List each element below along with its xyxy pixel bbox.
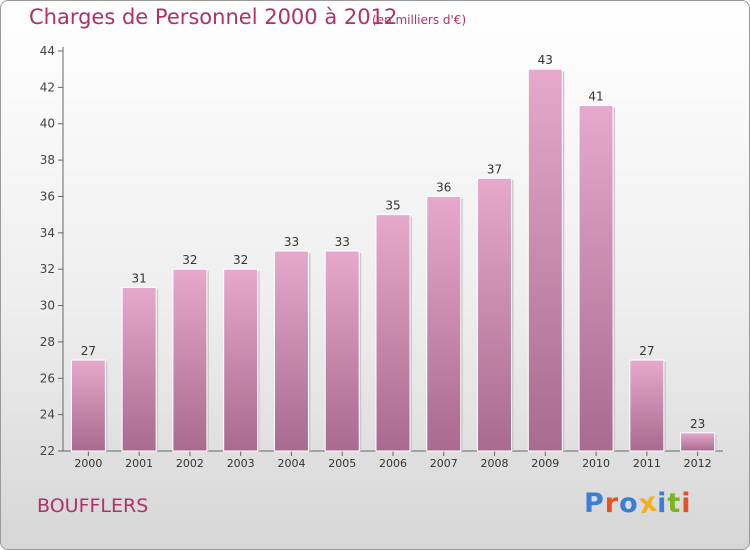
x-tick-label: 2010	[582, 457, 610, 470]
bar-value-label: 27	[639, 344, 654, 358]
bar	[680, 432, 716, 452]
logo-letter: i	[681, 488, 692, 519]
bar	[172, 268, 208, 452]
y-tick-label: 30	[40, 299, 55, 313]
bar-value-label: 31	[132, 271, 147, 285]
bar-value-label: 33	[284, 235, 299, 249]
bar-value-label: 41	[588, 90, 603, 104]
y-tick-label: 36	[40, 189, 55, 203]
bar-value-label: 35	[385, 199, 400, 213]
chart-title: Charges de Personnel 2000 à 2012	[29, 5, 398, 29]
commune-name: BOUFFLERS	[37, 495, 149, 517]
bar	[70, 359, 106, 452]
x-tick-label: 2007	[430, 457, 458, 470]
logo-letter: r	[604, 488, 620, 519]
x-tick-label: 2000	[74, 457, 102, 470]
y-tick-label: 42	[40, 80, 55, 94]
x-tick-label: 2005	[328, 457, 356, 470]
bar-value-label: 37	[487, 162, 502, 176]
y-tick-label: 44	[40, 44, 55, 58]
bar-value-label: 32	[233, 253, 248, 267]
bar-value-label: 27	[81, 344, 96, 358]
bar	[426, 195, 462, 452]
bar	[477, 177, 513, 452]
logo-letter: o	[619, 488, 639, 519]
x-tick-label: 2012	[684, 457, 712, 470]
proxiti-logo: Proxiti	[584, 487, 692, 521]
y-tick-label: 32	[40, 262, 55, 276]
bar-value-label: 43	[538, 53, 553, 67]
x-tick-label: 2002	[176, 457, 204, 470]
logo-letter: i	[657, 488, 668, 519]
bar	[527, 68, 563, 452]
x-tick-label: 2009	[531, 457, 559, 470]
chart-bars: 27 31 32 32 33 33 35 36 37 43 41 27 23	[70, 53, 717, 452]
bar-value-label: 32	[182, 253, 197, 267]
x-tick-label: 2004	[277, 457, 305, 470]
x-tick-label: 2003	[227, 457, 255, 470]
bar	[273, 250, 309, 452]
chart-axes: 22 24 26 28 30 32 34 36 38 40 42 44 2000 2001 2002 2003…	[40, 44, 723, 470]
chart-unit-label: (en milliers d'€)	[372, 13, 467, 27]
logo-letter: t	[667, 488, 682, 519]
y-tick-label: 28	[40, 335, 55, 349]
bar-value-label: 23	[690, 417, 705, 431]
bar	[578, 105, 614, 452]
logo-letter: P	[584, 488, 605, 519]
bar	[375, 214, 411, 452]
y-tick-label: 40	[40, 117, 55, 131]
bar	[629, 359, 665, 452]
bar-value-label: 36	[436, 180, 451, 194]
y-tick-label: 24	[40, 408, 55, 422]
bar-value-label: 33	[335, 235, 350, 249]
y-tick-label: 34	[40, 226, 55, 240]
x-tick-label: 2008	[481, 457, 509, 470]
bar	[223, 268, 259, 452]
y-tick-label: 26	[40, 371, 55, 385]
x-tick-label: 2001	[125, 457, 153, 470]
bar	[121, 286, 157, 452]
x-tick-label: 2006	[379, 457, 407, 470]
x-tick-label: 2011	[633, 457, 661, 470]
bar	[324, 250, 360, 452]
y-tick-label: 38	[40, 153, 55, 167]
y-tick-label: 22	[40, 444, 55, 458]
